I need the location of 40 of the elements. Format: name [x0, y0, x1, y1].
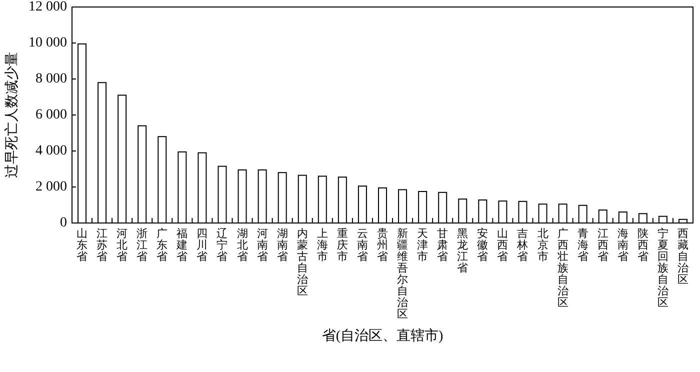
x-tick-label: 宁夏回族自治区	[657, 227, 668, 309]
x-tick-label: 黑龙江省	[457, 228, 468, 274]
y-tick-label: 4 000	[36, 144, 67, 158]
x-tick-label: 吉林省	[516, 227, 528, 263]
x-tick-label: 河北省	[116, 228, 128, 263]
x-tick-label: 安徽省	[477, 227, 488, 263]
y-tick-label: 12 000	[28, 0, 67, 14]
x-tick-label: 河南省	[256, 228, 268, 263]
y-tick-label: 8 000	[36, 72, 67, 86]
x-tick-label: 内蒙古自治区	[296, 227, 308, 298]
x-tick-label: 湖南省	[276, 228, 288, 263]
x-tick-label: 辽宁省	[216, 228, 228, 263]
x-tick-label: 湖北省	[236, 228, 248, 263]
x-tick-label: 贵州省	[377, 227, 388, 263]
x-tick-label: 重庆市	[336, 227, 348, 263]
x-tick-label: 上海市	[316, 227, 328, 263]
x-tick-label: 江西省	[597, 228, 608, 263]
y-axis-title: 过早死亡人数减少量	[4, 52, 20, 178]
x-tick-label: 四川省	[196, 228, 208, 263]
x-axis-title: 省(自治区、直辖市)	[322, 328, 444, 344]
x-tick-label: 浙江省	[136, 227, 148, 263]
y-tick-label: 6 000	[36, 108, 67, 122]
x-tick-label: 西藏自治区	[677, 228, 688, 286]
x-tick-label: 北京市	[537, 227, 548, 263]
x-tick-label: 云南省	[356, 228, 368, 263]
x-tick-label: 山东省	[76, 227, 88, 263]
x-tick-label: 陕西省	[637, 228, 648, 263]
x-tick-label: 青海省	[577, 227, 588, 263]
x-tick-label: 天津市	[417, 228, 428, 263]
x-tick-label: 山西省	[497, 227, 508, 263]
x-tick-label: 甘肃省	[437, 227, 448, 263]
x-tick-label: 广西壮族自治区	[556, 227, 568, 309]
y-tick-label: 2 000	[36, 180, 67, 194]
x-tick-label: 福建省	[176, 227, 188, 263]
x-tick-label: 新疆维吾尔自治区	[397, 227, 408, 320]
y-tick-label: 0	[60, 216, 67, 230]
y-tick-label: 10 000	[28, 36, 67, 50]
x-tick-label: 海南省	[617, 228, 628, 263]
x-tick-label: 广东省	[156, 227, 168, 263]
x-tick-label: 江苏省	[96, 228, 108, 263]
